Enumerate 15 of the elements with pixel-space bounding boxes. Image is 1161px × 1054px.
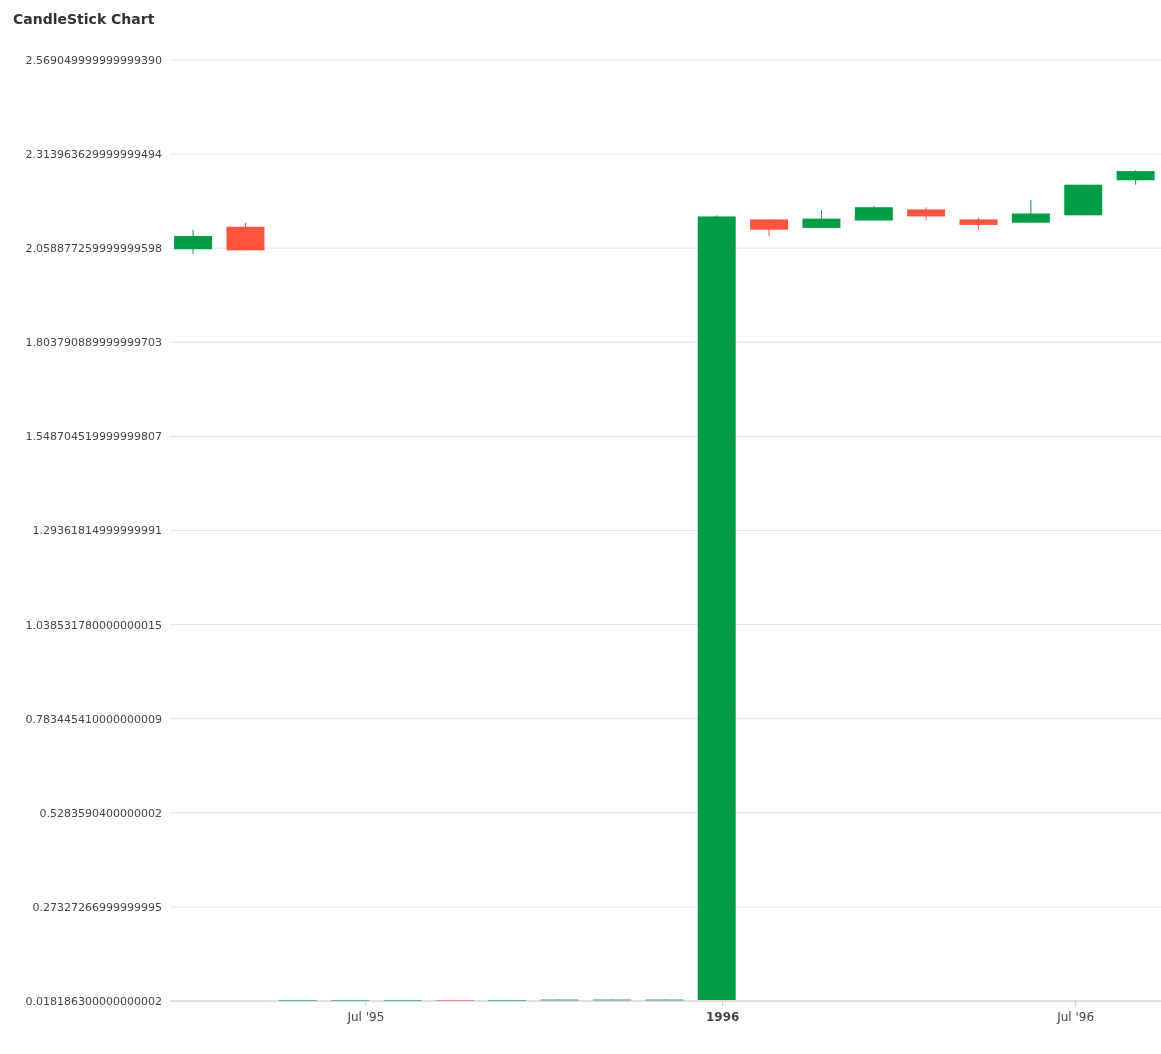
chart-title: CandleStick Chart bbox=[12, 10, 156, 29]
y-tick-label: 1.29361814999999991 bbox=[32, 524, 162, 538]
y-tick-label: 0.27327266999999995 bbox=[32, 900, 162, 914]
y-tick-label: 2.313963629999999494 bbox=[25, 148, 162, 162]
y-tick-label: 2.058877259999999598 bbox=[25, 242, 162, 256]
x-tick-label: Jul '96 bbox=[1056, 1010, 1095, 1024]
x-tick-label: Jul '95 bbox=[346, 1010, 385, 1024]
y-tick-label: 0.018186300000000002 bbox=[25, 994, 162, 1008]
y-tick-label: 1.803790889999999703 bbox=[25, 336, 162, 350]
y-tick-label: 0.5283590400000002 bbox=[39, 806, 162, 820]
y-tick-label: 0.783445410000000009 bbox=[25, 712, 162, 726]
y-tick-label: 1.038531780000000015 bbox=[25, 618, 162, 632]
y-tick-label: 1.548704519999999807 bbox=[25, 430, 162, 444]
y-tick-label: 2.569049999999999390 bbox=[25, 53, 162, 67]
x-tick-label: 1996 bbox=[706, 1010, 740, 1024]
